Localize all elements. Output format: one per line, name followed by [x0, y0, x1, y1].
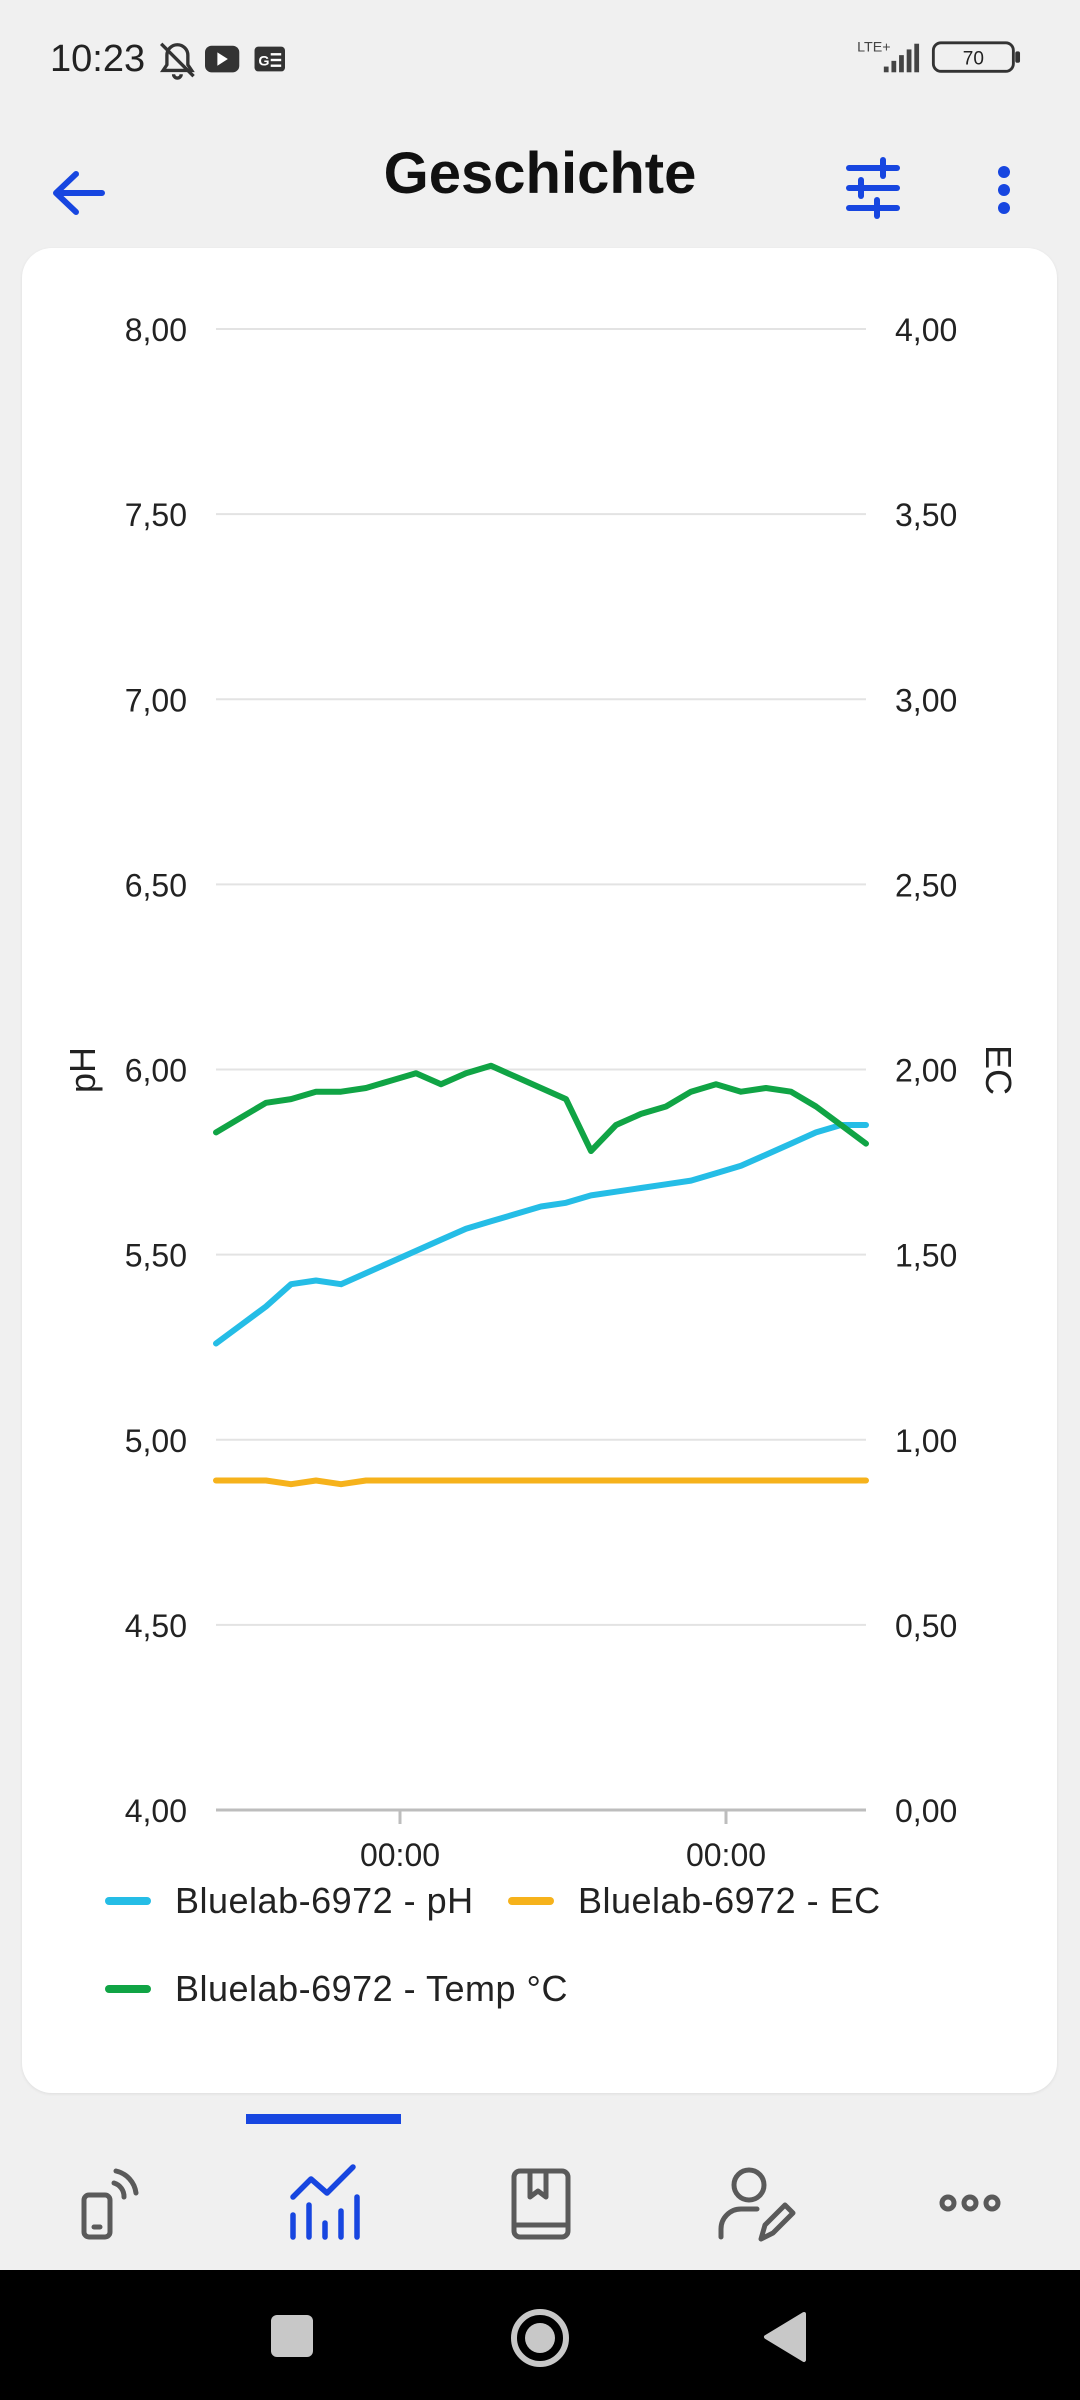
y-right-tick-label: 1,50 — [895, 1238, 957, 1274]
sliders-icon — [846, 157, 900, 219]
more-options-button[interactable] — [965, 142, 1045, 222]
y-right-tick-label: 2,00 — [895, 1053, 957, 1089]
y-left-tick-label: 4,50 — [125, 1608, 187, 1644]
page-title: Geschichte — [383, 141, 697, 206]
y-axis-right-label: EC — [978, 1045, 1019, 1095]
triangle-back-icon — [764, 2312, 806, 2362]
y-left-tick-label: 6,50 — [125, 867, 187, 903]
legend-item-ec[interactable]: Bluelab-6972 - EC — [508, 1880, 881, 1922]
network-type: LTE+ — [857, 39, 890, 55]
series-line-temp — [213, 1062, 869, 1154]
nav-item-history[interactable] — [275, 2153, 375, 2253]
legend-swatch-temp — [105, 1985, 151, 1993]
signal-icon — [883, 43, 920, 73]
bell-off-icon — [159, 42, 195, 80]
y-left-tick-label: 5,50 — [125, 1238, 187, 1274]
legend-swatch-ph — [105, 1897, 151, 1905]
y-right-tick-label: 3,50 — [895, 497, 957, 533]
more-horizontal-icon — [939, 2194, 1001, 2212]
recent-apps-button[interactable] — [268, 2312, 318, 2362]
y-left-tick-label: 6,00 — [125, 1053, 187, 1089]
legend-swatch-ec — [508, 1897, 554, 1905]
legend-label-ph: Bluelab-6972 - pH — [175, 1880, 474, 1921]
user-edit-icon — [718, 2167, 796, 2242]
status-system-icons: LTE+ 70 — [857, 39, 1021, 73]
circle-icon — [511, 2309, 569, 2367]
legend-label-ec: Bluelab-6972 - EC — [578, 1880, 881, 1921]
svg-text:G: G — [258, 54, 269, 70]
back-button[interactable] — [40, 145, 120, 225]
arrow-left-icon — [53, 171, 105, 215]
nav-item-journal[interactable] — [490, 2153, 590, 2253]
active-tab-indicator — [246, 2114, 401, 2124]
y-right-tick-label: 3,00 — [895, 682, 957, 718]
x-tick-label: 00:00 — [686, 1837, 766, 1873]
y-left-tick-label: 8,00 — [125, 312, 187, 348]
y-left-tick-label: 7,00 — [125, 682, 187, 718]
series-line-ec — [213, 1477, 869, 1488]
legend-item-ph[interactable]: Bluelab-6972 - pH — [105, 1880, 474, 1922]
app-bar: Geschichte — [0, 120, 1080, 260]
y-right-tick-label: 2,50 — [895, 867, 957, 903]
book-icon — [511, 2168, 571, 2240]
y-right-tick-label: 0,50 — [895, 1608, 957, 1644]
system-navigation-bar — [0, 2270, 1080, 2400]
legend-label-temp: Bluelab-6972 - Temp °C — [175, 1968, 568, 2009]
chart-card — [22, 248, 1057, 2093]
history-chart: 4,00 4,50 5,00 5,50 6,00 6,50 7,00 7,50 8,00 0,00… — [62, 312, 1019, 1873]
back-system-button[interactable] — [760, 2310, 810, 2364]
nav-item-devices[interactable] — [52, 2153, 152, 2253]
chart-icon — [290, 2164, 360, 2240]
y-right-tick-label: 1,00 — [895, 1423, 957, 1459]
bottom-navigation — [0, 2093, 1080, 2270]
legend-item-temp[interactable]: Bluelab-6972 - Temp °C — [105, 1968, 568, 2010]
more-vertical-icon — [998, 166, 1010, 214]
square-icon — [271, 2315, 313, 2357]
device-signal-icon — [81, 2168, 139, 2240]
news-icon: G — [254, 46, 285, 72]
nav-item-profile[interactable] — [705, 2153, 805, 2253]
y-left-tick-label: 5,00 — [125, 1423, 187, 1459]
status-bar: 10:23 G LTE+ 70 — [0, 0, 1080, 120]
status-notification-icons: G — [159, 42, 285, 80]
series-line-ph — [213, 1122, 869, 1347]
y-right-tick-label: 4,00 — [895, 312, 957, 348]
youtube-icon — [205, 45, 240, 73]
y-left-tick-label: 7,50 — [125, 497, 187, 533]
y-axis-left-label: pH — [62, 1047, 103, 1093]
nav-item-more[interactable] — [920, 2153, 1020, 2253]
battery-icon: 70 — [931, 41, 1021, 73]
home-button[interactable] — [508, 2306, 572, 2370]
battery-level: 70 — [963, 49, 984, 70]
x-tick-label: 00:00 — [360, 1837, 440, 1873]
y-left-tick-label: 4,00 — [125, 1793, 187, 1829]
y-right-tick-label: 0,00 — [895, 1793, 957, 1829]
status-time: 10:23 — [50, 38, 146, 80]
filter-button[interactable] — [835, 142, 915, 222]
